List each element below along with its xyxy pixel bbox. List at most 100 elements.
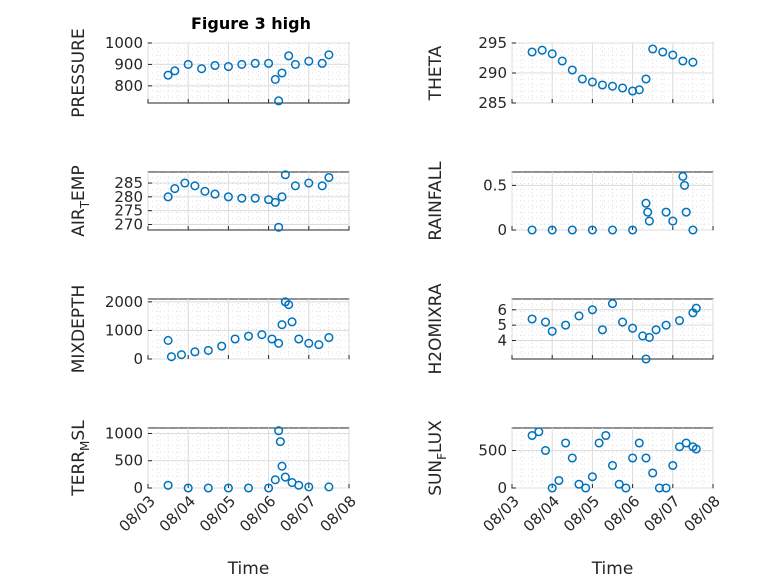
y-tick-label: 285	[114, 174, 143, 192]
data-point	[180, 178, 190, 188]
data-point	[280, 170, 290, 180]
data-point	[284, 51, 294, 61]
data-point	[587, 225, 597, 235]
data-point	[294, 480, 304, 490]
data-point	[223, 483, 233, 493]
data-point	[200, 186, 210, 196]
data-point	[648, 44, 658, 54]
data-point	[577, 74, 587, 84]
y-axis-label: PRESSURE	[69, 28, 89, 117]
data-point	[614, 479, 624, 489]
data-point	[634, 438, 644, 448]
data-point	[237, 59, 247, 69]
data-point	[275, 437, 285, 447]
data-point	[257, 330, 267, 340]
data-point	[678, 171, 688, 182]
y-tick-label: 4	[497, 332, 507, 350]
data-point	[681, 438, 691, 448]
y-axis-label: MIXDEPTH	[69, 285, 89, 374]
y-tick-label: 275	[114, 202, 143, 220]
data-point	[314, 340, 324, 350]
data-point	[277, 320, 287, 330]
y-tick-label: 1000	[105, 321, 143, 339]
y-axis-label: H2OMIXRA	[426, 283, 446, 374]
y-axis-label: SUNFLUX	[426, 420, 449, 496]
data-point	[324, 482, 334, 492]
data-point	[324, 50, 334, 60]
data-point	[594, 438, 604, 448]
data-point	[277, 68, 287, 78]
data-point	[547, 225, 557, 235]
data-point	[176, 350, 187, 360]
data-point	[250, 193, 260, 203]
data-point	[203, 483, 213, 493]
data-point	[527, 430, 537, 441]
data-point	[644, 216, 654, 226]
data-point	[290, 181, 300, 191]
x-tick-label: 08/05	[560, 492, 603, 535]
data-point	[688, 57, 698, 67]
y-tick-label: 6	[497, 301, 507, 319]
x-tick-label: 08/04	[156, 492, 199, 535]
data-point	[277, 461, 287, 471]
data-point	[587, 472, 597, 482]
data-point	[197, 64, 207, 74]
data-point	[674, 315, 685, 326]
y-tick-label: 280	[114, 188, 143, 206]
y-tick-label: 1000	[105, 424, 143, 442]
data-point	[607, 225, 618, 235]
data-point	[628, 453, 638, 463]
y-tick-label: 800	[114, 77, 143, 95]
x-tick-label: 08/08	[317, 492, 360, 535]
data-point	[163, 480, 173, 490]
y-axis-label: TERRMSL	[69, 420, 92, 497]
data-point	[567, 225, 577, 235]
subplot-theta: 285 290 295 THETA	[426, 34, 714, 112]
data-point	[628, 323, 638, 333]
data-point	[237, 193, 247, 203]
data-point	[324, 172, 334, 183]
data-point	[243, 483, 254, 493]
data-point	[223, 62, 233, 72]
data-point	[681, 207, 691, 217]
data-point	[567, 65, 577, 75]
y-axis-label: THETA	[426, 45, 446, 101]
data-point	[607, 460, 618, 471]
y-axis-label: AIRTEMP	[69, 165, 92, 236]
data-point	[540, 317, 551, 327]
data-point	[280, 472, 290, 482]
data-point	[277, 192, 287, 202]
data-point	[587, 77, 597, 87]
data-point	[641, 198, 651, 208]
data-point	[203, 345, 213, 355]
y-tick-label: 295	[478, 34, 507, 52]
data-point	[317, 181, 327, 191]
data-point	[607, 299, 618, 309]
data-point	[183, 483, 193, 493]
data-point	[668, 460, 678, 471]
data-point	[654, 483, 664, 493]
data-point	[284, 300, 294, 310]
data-point	[274, 338, 284, 348]
y-tick-label: 0	[497, 221, 507, 239]
y-tick-label: 2000	[105, 293, 143, 311]
data-point	[540, 445, 551, 456]
data-point	[658, 47, 668, 57]
data-point	[648, 468, 658, 478]
data-point	[210, 60, 220, 71]
y-tick-label: 500	[478, 442, 507, 460]
data-point	[691, 303, 701, 313]
subplot-h2omixra: 456 H2OMIXRA	[426, 283, 714, 375]
data-point	[641, 74, 651, 84]
data-point	[190, 181, 200, 191]
data-point	[557, 56, 567, 66]
x-tick-label: 08/03	[116, 492, 159, 535]
data-point	[574, 479, 584, 489]
data-point	[628, 86, 638, 96]
data-point	[561, 320, 571, 330]
y-tick-label: 270	[114, 215, 143, 233]
